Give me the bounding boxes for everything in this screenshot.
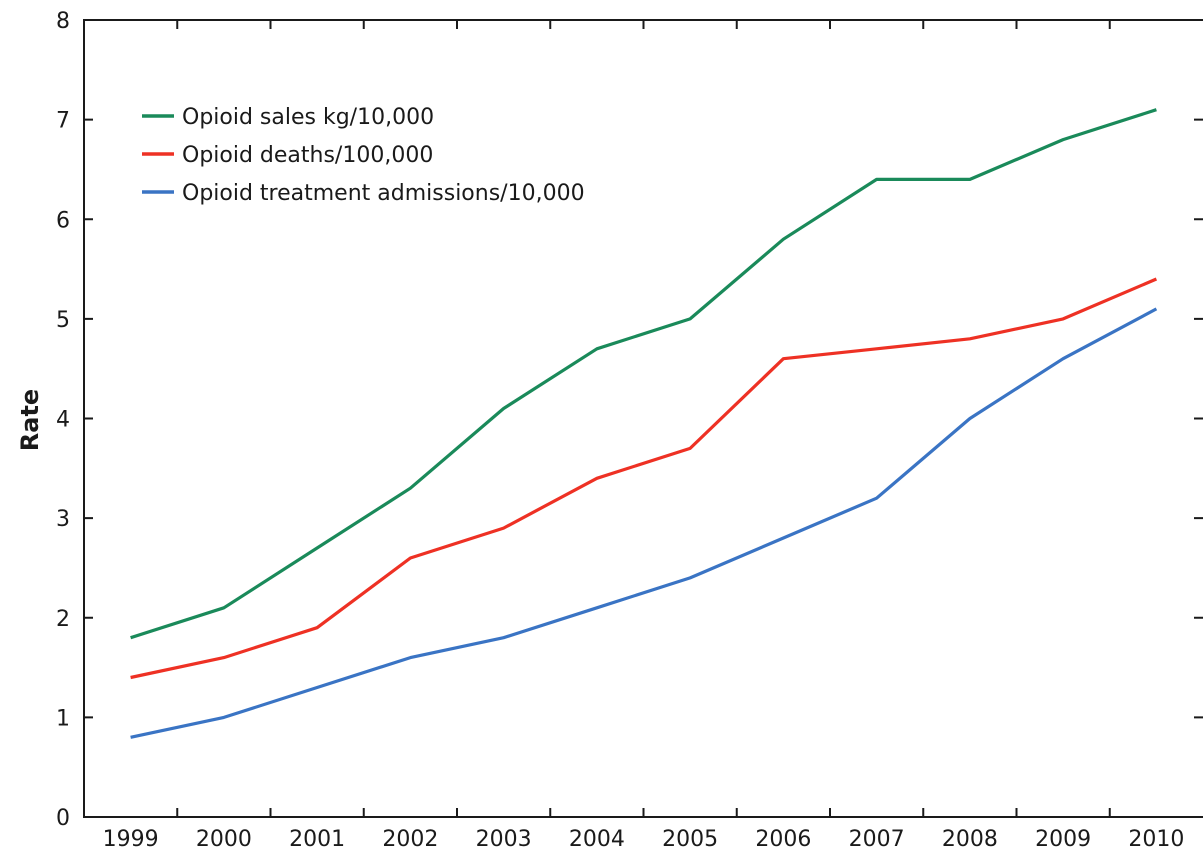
x-tick-label-2005: 2005 <box>662 827 718 852</box>
x-tick-label-2004: 2004 <box>569 827 625 852</box>
y-tick-label-8: 8 <box>56 9 70 34</box>
series-line-0 <box>130 108 1157 640</box>
y-tick-label-5: 5 <box>56 308 70 333</box>
x-tick-label-2006: 2006 <box>755 827 811 852</box>
y-tick-label-0: 0 <box>56 806 70 831</box>
y-tick-label-7: 7 <box>56 109 70 134</box>
plot-border <box>83 19 1203 818</box>
x-axis: 1999 2000 2001 2002 2003 2004 2005 2006 2007 2008… <box>103 20 1184 852</box>
y-tick-label-2: 2 <box>56 607 70 632</box>
y-tick-label-4: 4 <box>56 408 70 433</box>
plot-frame <box>83 19 1203 818</box>
series-layer <box>130 108 1158 739</box>
series-line-1 <box>130 277 1158 680</box>
y-tick-label-1: 1 <box>56 706 70 731</box>
legend-label-1: Opioid deaths/100,000 <box>182 143 433 168</box>
legend-label-0: Opioid sales kg/10,000 <box>182 105 434 130</box>
y-tick-label-3: 3 <box>56 507 70 532</box>
x-tick-label-1999: 1999 <box>103 827 159 852</box>
x-tick-label-2003: 2003 <box>476 827 532 852</box>
y-tick-label-6: 6 <box>56 208 70 233</box>
x-tick-label-2010: 2010 <box>1128 827 1184 852</box>
x-tick-label-2007: 2007 <box>849 827 905 852</box>
x-tick-label-2002: 2002 <box>382 827 438 852</box>
legend-label-2: Opioid treatment admissions/10,000 <box>182 181 585 206</box>
series-line-2 <box>130 307 1158 739</box>
legend: Opioid sales kg/10,000 Opioid deaths/100,… <box>142 105 585 206</box>
x-tick-label-2001: 2001 <box>289 827 345 852</box>
y-axis: 0 1 2 3 4 5 6 7 8 <box>56 9 1203 831</box>
x-tick-label-2008: 2008 <box>942 827 998 852</box>
x-tick-label-2000: 2000 <box>196 827 252 852</box>
y-axis-title: Rate <box>16 389 44 451</box>
x-tick-label-2009: 2009 <box>1035 827 1091 852</box>
